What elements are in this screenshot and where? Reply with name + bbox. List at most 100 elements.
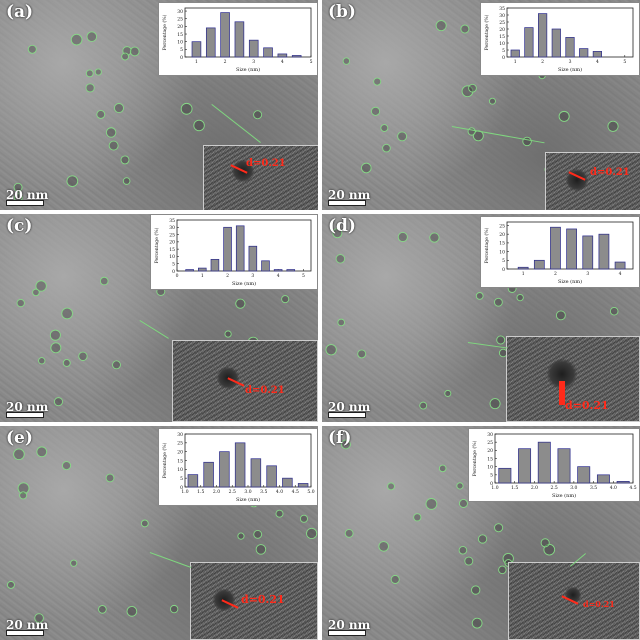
nanoparticle bbox=[13, 448, 25, 461]
panel-letter: (b) bbox=[328, 2, 356, 22]
nanoparticle bbox=[371, 106, 381, 116]
histogram-bar bbox=[187, 474, 199, 488]
histogram-bar bbox=[517, 266, 529, 270]
histogram-bar bbox=[234, 442, 246, 488]
y-tick-label: 25 bbox=[169, 232, 175, 238]
nanoparticle bbox=[122, 177, 131, 185]
nanoparticle bbox=[335, 254, 346, 264]
nanoparticle bbox=[342, 57, 351, 65]
nanoparticle bbox=[85, 69, 94, 78]
x-tick-label: 2.5 bbox=[551, 485, 558, 491]
nanoparticle bbox=[78, 351, 88, 361]
tem-panel-a: (a) 0 5 10 15 20 25 30 1 2 3 4 5 Size (nm) Percentage… bbox=[0, 0, 318, 210]
histogram-bar bbox=[557, 448, 571, 484]
x-tick-label: 2 bbox=[554, 271, 557, 277]
scale-bar-line bbox=[6, 200, 44, 206]
y-tick-label: 15 bbox=[487, 456, 493, 462]
histogram-bar bbox=[582, 235, 594, 270]
nanoparticle bbox=[108, 140, 119, 151]
scale-bar: 20 nm bbox=[6, 618, 48, 636]
x-tick-label: 1.5 bbox=[511, 485, 518, 491]
nanoparticle bbox=[86, 31, 98, 42]
y-tick-label: 10 bbox=[177, 39, 183, 45]
x-tick-label: 4.5 bbox=[629, 485, 636, 491]
size-histogram: 0 5 10 15 20 25 30 35 1 2 3 4 5 Size (nm) Percentage (… bbox=[480, 2, 640, 76]
tem-panel-b: (b) 0 5 10 15 20 25 30 35 1 2 3 4 5 Size (nm) Percenta… bbox=[322, 0, 640, 210]
x-tick-label: 2.0 bbox=[213, 489, 220, 495]
nanoparticle bbox=[397, 131, 408, 142]
nanoparticle bbox=[425, 498, 438, 510]
histogram-bar bbox=[286, 269, 296, 272]
nanoparticle bbox=[126, 606, 138, 617]
scale-bar: 20 nm bbox=[6, 400, 48, 418]
x-tick-label: 5 bbox=[302, 273, 305, 279]
histogram-bar bbox=[533, 259, 545, 270]
scale-bar-label: 20 nm bbox=[328, 188, 371, 202]
y-tick-label: 10 bbox=[177, 467, 183, 473]
x-tick-label: 1 bbox=[201, 273, 204, 279]
nanoparticle bbox=[61, 307, 73, 320]
y-tick-label: 0 bbox=[180, 55, 183, 61]
nanoparticle bbox=[380, 124, 389, 132]
y-axis-label: Percentage (%) bbox=[471, 440, 478, 476]
y-tick-label: 10 bbox=[499, 41, 505, 47]
y-tick-label: 20 bbox=[499, 232, 505, 238]
nanoparticle bbox=[17, 482, 30, 495]
nanoparticle bbox=[494, 523, 504, 533]
nanoparticle bbox=[122, 46, 132, 56]
nanoparticle bbox=[540, 538, 550, 548]
nanoparticle bbox=[444, 389, 452, 397]
y-tick-label: 5 bbox=[180, 47, 183, 53]
x-tick-label: 4.5 bbox=[292, 489, 299, 495]
panel-letter: (c) bbox=[6, 216, 33, 236]
histogram-bar bbox=[235, 225, 245, 272]
x-tick-label: 3.0 bbox=[570, 485, 577, 491]
x-tick-label: 0 bbox=[176, 273, 179, 279]
y-tick-label: 20 bbox=[487, 448, 493, 454]
nanoparticle bbox=[344, 529, 354, 538]
inset-pointer bbox=[149, 552, 192, 568]
nanoparticle bbox=[19, 491, 28, 500]
x-tick-label: 3 bbox=[586, 271, 589, 277]
nanoparticle bbox=[35, 280, 47, 292]
y-tick-label: 0 bbox=[490, 481, 493, 487]
x-tick-label: 3.5 bbox=[590, 485, 597, 491]
histogram-bar bbox=[210, 258, 220, 272]
y-tick-label: 20 bbox=[499, 27, 505, 33]
nanoparticle bbox=[6, 580, 15, 589]
x-tick-label: 3.0 bbox=[244, 489, 251, 495]
scale-bar-label: 20 nm bbox=[328, 618, 371, 632]
nanoparticle bbox=[129, 46, 140, 57]
x-tick-label: 3 bbox=[569, 59, 572, 65]
hrtem-inset: d=0.21 bbox=[172, 340, 318, 422]
y-tick-label: 15 bbox=[499, 34, 505, 40]
nanoparticle bbox=[488, 97, 496, 105]
x-axis-label: Size (nm) bbox=[236, 496, 260, 503]
y-axis-label: Percentage (%) bbox=[161, 14, 168, 50]
histogram-bar bbox=[616, 481, 630, 484]
x-tick-label: 1 bbox=[522, 271, 525, 277]
x-tick-label: 5 bbox=[623, 59, 626, 65]
nanoparticle bbox=[456, 482, 464, 490]
x-axis-label: Size (nm) bbox=[558, 278, 582, 285]
y-tick-label: 35 bbox=[499, 6, 505, 12]
histogram-bar bbox=[579, 48, 589, 58]
nanoparticle bbox=[94, 68, 102, 76]
nanoparticle bbox=[489, 398, 501, 410]
nanoparticle bbox=[357, 349, 367, 359]
scale-bar-line bbox=[328, 200, 366, 206]
nanoparticle bbox=[413, 513, 422, 522]
nanoparticle bbox=[235, 298, 246, 309]
y-tick-label: 15 bbox=[169, 247, 175, 253]
histogram-bar bbox=[550, 226, 561, 270]
histogram-bar bbox=[566, 228, 577, 270]
scale-bar: 20 nm bbox=[328, 400, 370, 418]
inset-pointer bbox=[139, 320, 169, 339]
y-tick-label: 5 bbox=[490, 473, 493, 479]
panel-letter: (e) bbox=[6, 428, 33, 448]
histogram-chart: 0 5 10 15 20 25 1 2 3 4 Size (nm) Percentage (%) bbox=[483, 221, 634, 285]
x-tick-label: 1 bbox=[195, 59, 198, 65]
